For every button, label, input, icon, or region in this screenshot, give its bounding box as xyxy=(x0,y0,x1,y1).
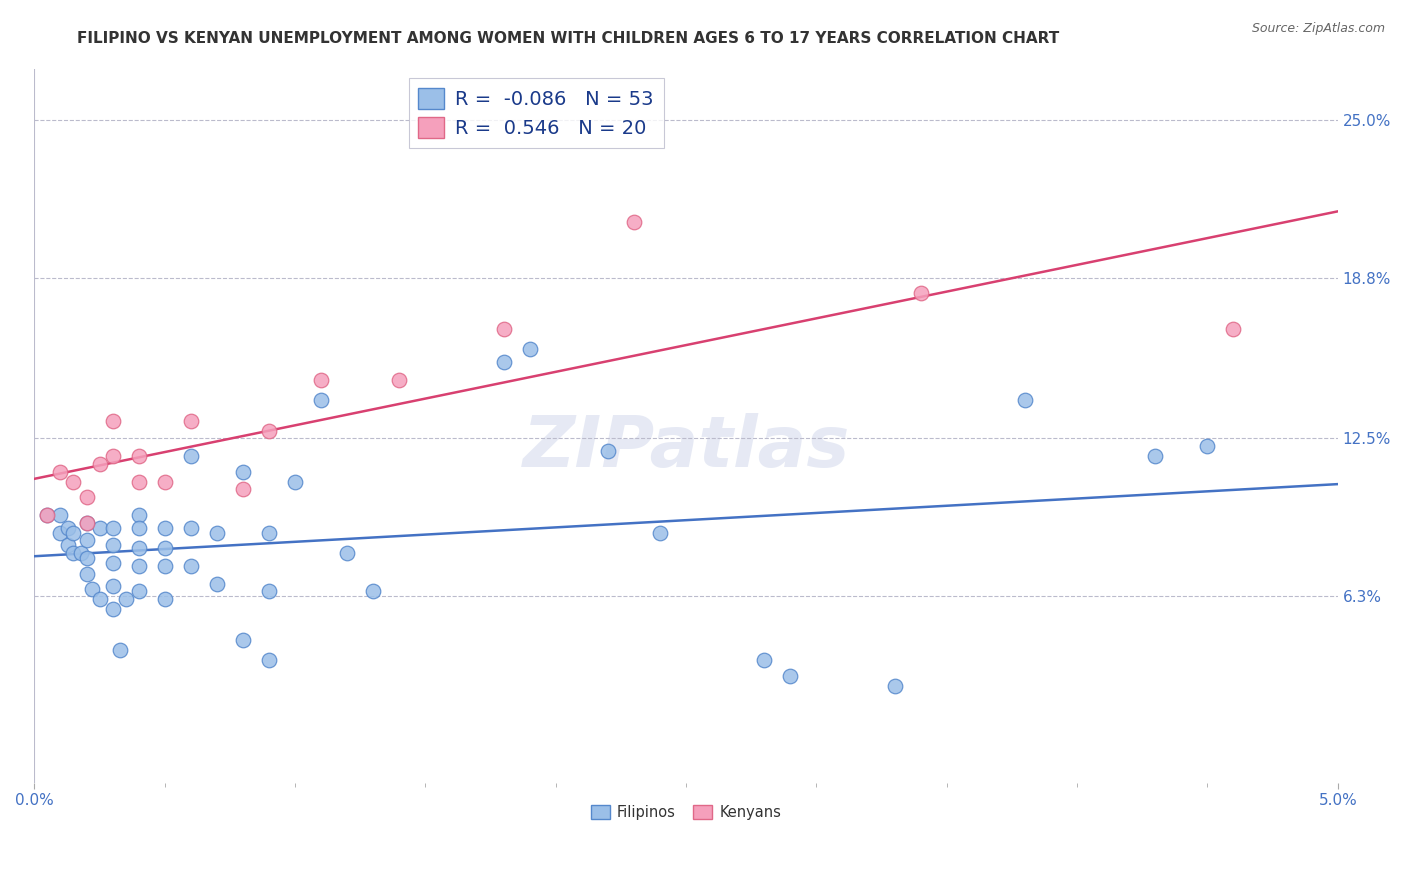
Point xyxy=(336,546,359,560)
Point xyxy=(58,539,80,553)
Text: Source: ZipAtlas.com: Source: ZipAtlas.com xyxy=(1251,22,1385,36)
Point xyxy=(623,214,645,228)
Point xyxy=(153,475,176,489)
Point xyxy=(76,516,98,530)
Point xyxy=(76,516,98,530)
Point xyxy=(128,558,150,573)
Point xyxy=(1144,449,1167,463)
Point xyxy=(232,465,254,479)
Point xyxy=(89,521,111,535)
Point xyxy=(76,490,98,504)
Point xyxy=(58,521,80,535)
Point xyxy=(1197,439,1219,453)
Point xyxy=(76,533,98,548)
Point xyxy=(180,449,202,463)
Point xyxy=(648,525,671,540)
Point xyxy=(62,525,84,540)
Point xyxy=(89,457,111,471)
Legend: Filipinos, Kenyans: Filipinos, Kenyans xyxy=(585,798,787,825)
Point xyxy=(128,449,150,463)
Point xyxy=(49,508,72,522)
Point xyxy=(388,373,411,387)
Point xyxy=(180,558,202,573)
Point xyxy=(101,602,124,616)
Point xyxy=(754,653,776,667)
Point xyxy=(101,413,124,427)
Point xyxy=(128,584,150,599)
Point xyxy=(101,579,124,593)
Point xyxy=(128,508,150,522)
Point xyxy=(257,653,280,667)
Point xyxy=(779,668,801,682)
Point xyxy=(1222,321,1244,335)
Point xyxy=(257,424,280,438)
Point xyxy=(257,584,280,599)
Point xyxy=(309,393,332,408)
Point xyxy=(1014,393,1036,408)
Point xyxy=(596,444,619,458)
Point xyxy=(180,413,202,427)
Point xyxy=(232,483,254,497)
Point xyxy=(80,582,103,596)
Point xyxy=(128,541,150,555)
Point xyxy=(128,475,150,489)
Point xyxy=(62,475,84,489)
Point xyxy=(232,632,254,647)
Point xyxy=(62,546,84,560)
Point xyxy=(89,592,111,607)
Point xyxy=(361,584,384,599)
Text: ZIPatlas: ZIPatlas xyxy=(523,412,849,482)
Point xyxy=(492,355,515,369)
Point xyxy=(910,285,932,300)
Point xyxy=(114,592,136,607)
Point xyxy=(101,521,124,535)
Point xyxy=(883,679,905,693)
Point xyxy=(49,465,72,479)
Point xyxy=(101,557,124,571)
Point xyxy=(76,551,98,566)
Point xyxy=(101,539,124,553)
Point xyxy=(205,525,228,540)
Point xyxy=(153,541,176,555)
Point xyxy=(492,321,515,335)
Point xyxy=(205,576,228,591)
Point xyxy=(309,373,332,387)
Point xyxy=(49,525,72,540)
Point xyxy=(519,342,541,356)
Point xyxy=(37,508,59,522)
Point xyxy=(70,546,93,560)
Point xyxy=(76,566,98,581)
Point xyxy=(37,508,59,522)
Point xyxy=(153,558,176,573)
Point xyxy=(284,475,307,489)
Text: FILIPINO VS KENYAN UNEMPLOYMENT AMONG WOMEN WITH CHILDREN AGES 6 TO 17 YEARS COR: FILIPINO VS KENYAN UNEMPLOYMENT AMONG WO… xyxy=(77,31,1060,46)
Point xyxy=(128,521,150,535)
Point xyxy=(110,643,132,657)
Point xyxy=(257,525,280,540)
Point xyxy=(153,521,176,535)
Point xyxy=(180,521,202,535)
Point xyxy=(153,592,176,607)
Point xyxy=(101,449,124,463)
